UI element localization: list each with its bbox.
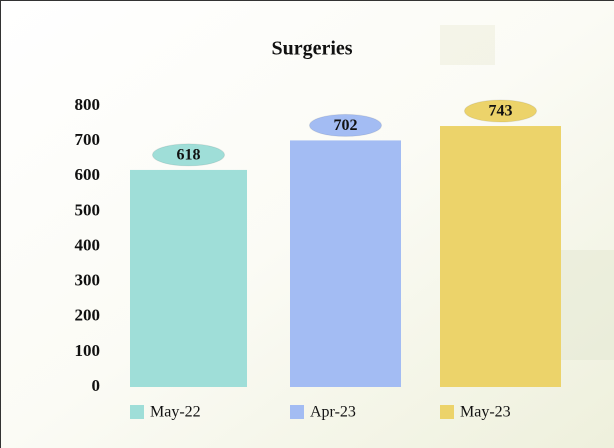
- legend-label: Apr-23: [310, 404, 356, 421]
- y-tick-label: 600: [75, 165, 101, 184]
- data-label: 743: [489, 103, 513, 120]
- legend-swatch: [440, 405, 454, 419]
- background-shape: [440, 25, 495, 65]
- chart: Surgeries 0 100 200 300 400 500 600 700 800 618 Ma…: [0, 0, 614, 448]
- legend-swatch: [290, 405, 304, 419]
- y-tick-label: 100: [75, 341, 101, 360]
- bar: [440, 126, 561, 387]
- bar: [290, 140, 401, 387]
- data-label: 702: [334, 117, 358, 134]
- y-tick-label: 800: [75, 95, 101, 114]
- y-tick-label: 300: [75, 271, 101, 290]
- y-tick-label: 400: [75, 235, 101, 254]
- y-tick-label: 200: [75, 306, 101, 325]
- y-tick-label: 500: [75, 200, 101, 219]
- y-tick-label: 700: [75, 130, 101, 149]
- legend-swatch: [130, 405, 144, 419]
- y-tick-label: 0: [92, 376, 101, 395]
- legend-label: May-22: [150, 404, 201, 421]
- chart-title: Surgeries: [271, 38, 352, 60]
- bar: [130, 170, 247, 387]
- legend-label: May-23: [460, 404, 511, 421]
- data-label: 618: [177, 147, 201, 164]
